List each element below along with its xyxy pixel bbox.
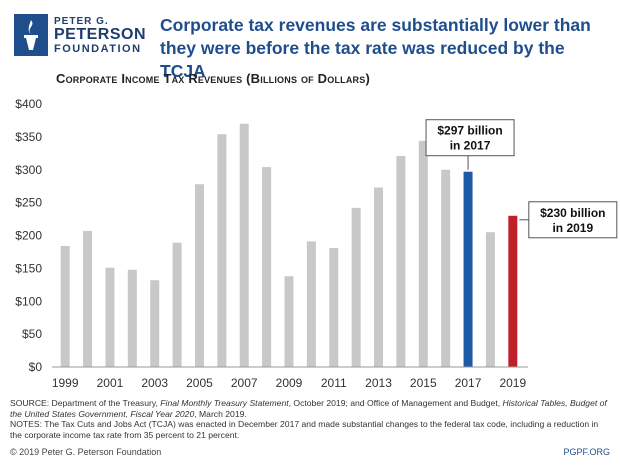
y-tick-label: $100 (15, 294, 42, 308)
bar-2007 (239, 123, 249, 367)
bar-1999 (60, 246, 70, 367)
annotation-year-2017: in 2017 (450, 139, 491, 153)
y-tick-label: $400 (15, 97, 42, 111)
y-tick-label: $50 (22, 327, 42, 341)
bar-2015 (418, 140, 428, 367)
y-tick-label: $0 (29, 360, 43, 374)
source-italic-1: Final Monthly Treasury Statement (160, 398, 289, 408)
bar-2002 (127, 269, 137, 367)
copyright: © 2019 Peter G. Peterson Foundation (10, 447, 162, 457)
y-tick-label: $300 (15, 163, 42, 177)
x-tick-label: 2019 (499, 376, 526, 390)
annotation-year-2019: in 2019 (552, 221, 593, 235)
bar-2014 (396, 155, 406, 367)
torch-icon (14, 14, 48, 56)
bar-2013 (374, 187, 384, 367)
source-note: SOURCE: Department of the Treasury, Fina… (10, 398, 610, 419)
x-tick-label: 2005 (186, 376, 213, 390)
source-italic-2: Historical Tables, Budget of the United … (10, 398, 607, 419)
headline: Corporate tax revenues are substantially… (160, 15, 591, 81)
x-tick-label: 2003 (141, 376, 168, 390)
x-tick-label: 2001 (97, 376, 124, 390)
y-tick-label: $250 (15, 196, 42, 210)
bar-2000 (83, 230, 93, 367)
y-tick-label: $350 (15, 130, 42, 144)
pgpf-logo: PETER G. PETERSON FOUNDATION (14, 14, 146, 58)
x-tick-label: 2017 (455, 376, 482, 390)
bar-2012 (351, 207, 361, 367)
bar-2003 (150, 280, 160, 367)
bar-2001 (105, 267, 115, 367)
bar-2005 (194, 184, 204, 367)
logo-wordmark: PETER G. PETERSON FOUNDATION (54, 16, 146, 55)
y-tick-label: $150 (15, 261, 42, 275)
x-tick-label: 1999 (52, 376, 79, 390)
x-tick-label: 2015 (410, 376, 437, 390)
logo-line-1: PETER G. (54, 16, 109, 27)
bar-chart: $0 $50 $100 $150 $200 $250 $300 $350 $400 1999 200… (15, 97, 618, 390)
x-tick-label: 2011 (321, 376, 347, 390)
source-mid: , October 2019; and Office of Management… (288, 398, 503, 408)
bar-2018 (485, 232, 495, 367)
annotation-value-2019: $230 billion (540, 206, 605, 220)
bar-2017 (463, 171, 473, 367)
footer-notes: SOURCE: Department of the Treasury, Fina… (10, 398, 610, 440)
source-prefix: SOURCE: Department of the Treasury, (10, 398, 161, 408)
bar-2004 (172, 242, 182, 367)
x-tick-label: 2007 (231, 376, 258, 390)
x-tick-label: 2009 (276, 376, 303, 390)
bar-2010 (306, 241, 316, 367)
annotation-value-2017: $297 billion (437, 124, 502, 138)
bar-2019 (508, 215, 518, 367)
chart-title: Corporate Income Tax Revenues (Billions … (56, 71, 370, 86)
source-suffix: , March 2019. (194, 408, 247, 419)
x-tick-label: 2013 (365, 376, 392, 390)
logo-line-3: FOUNDATION (54, 43, 142, 55)
y-tick-label: $200 (15, 229, 42, 243)
annotation-box-2017 (425, 119, 515, 157)
annotation-box-2019 (528, 201, 618, 239)
notes-text: NOTES: The Tax Cuts and Jobs Act (TCJA) … (10, 419, 599, 440)
bar-2011 (329, 247, 339, 367)
bar-2016 (441, 169, 451, 367)
bar-2009 (284, 276, 294, 367)
bar-2006 (217, 134, 227, 367)
logo-line-2: PETERSON (54, 26, 147, 43)
site-link[interactable]: PGPF.ORG (563, 447, 610, 457)
bar-2008 (262, 167, 272, 367)
